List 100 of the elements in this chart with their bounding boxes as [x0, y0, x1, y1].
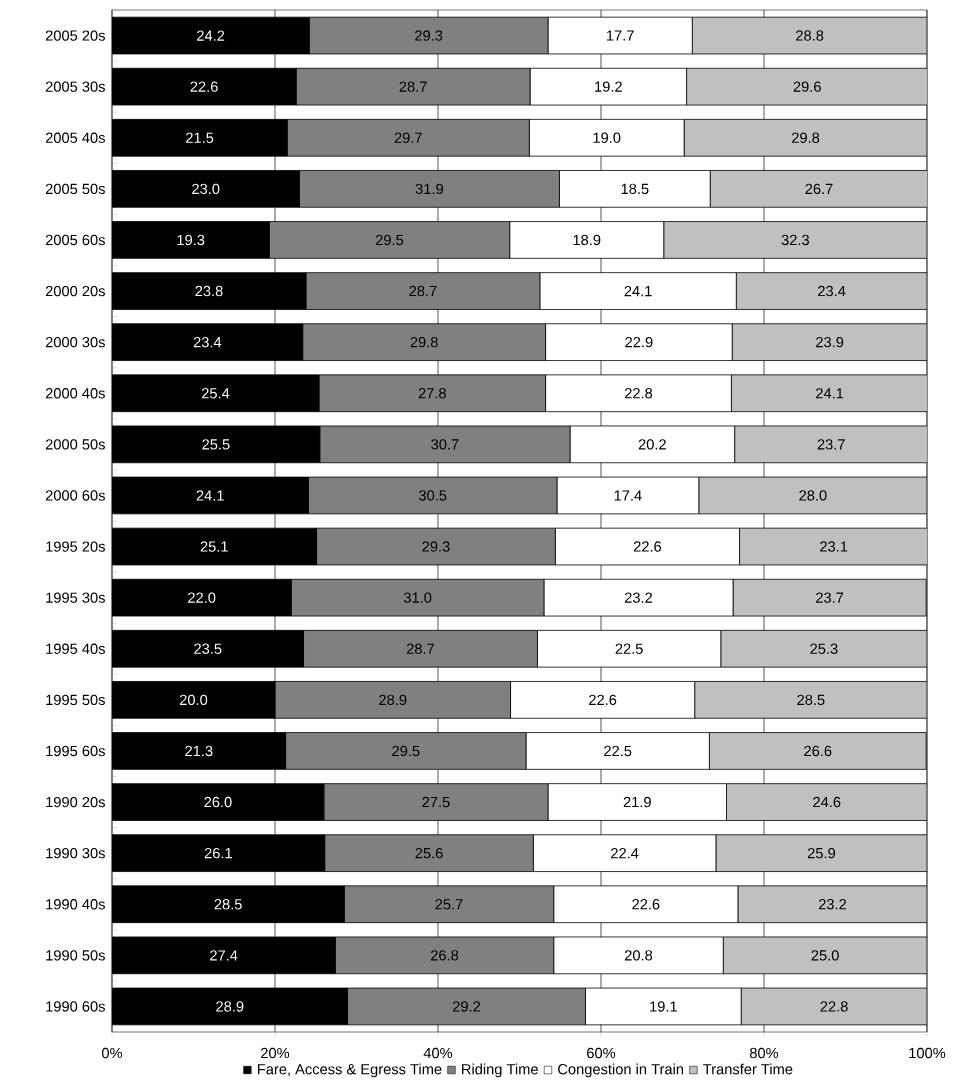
data-label: 24.6 — [813, 796, 841, 808]
data-label: 26.1 — [204, 847, 232, 859]
data-label: 23.1 — [820, 541, 848, 552]
data-label: 23.2 — [818, 899, 846, 910]
data-label: 22.9 — [625, 336, 653, 348]
data-label: 23.7 — [816, 592, 844, 603]
data-label: 28.7 — [406, 643, 435, 654]
data-label: 20.0 — [179, 694, 208, 706]
bar — [683, 118, 927, 157]
data-label: 26.0 — [204, 796, 232, 808]
data-label: 29.8 — [410, 336, 438, 348]
bar — [708, 732, 927, 770]
data-label: 17.7 — [606, 30, 634, 41]
data-label: 19.3 — [177, 234, 205, 246]
data-label: 23.7 — [817, 439, 845, 450]
data-label: 18.5 — [621, 183, 649, 195]
bar — [740, 987, 927, 1026]
data-label: 31.0 — [403, 592, 432, 603]
x-tick-label: 60% — [587, 1047, 616, 1059]
data-label: 28.8 — [796, 30, 824, 41]
data-label: 24.1 — [816, 388, 844, 399]
data-label: 25.3 — [810, 643, 838, 654]
data-label: 27.5 — [422, 796, 450, 808]
data-label: 22.4 — [611, 848, 639, 859]
bar — [735, 272, 927, 310]
data-label: 29.8 — [792, 132, 820, 143]
bar — [720, 629, 927, 668]
x-tick-label: 20% — [261, 1047, 290, 1059]
data-label: 26.7 — [805, 183, 833, 195]
x-tick-label: 80% — [749, 1047, 779, 1059]
y-tick-label: 2000 30s — [45, 336, 105, 348]
data-label: 29.3 — [415, 30, 443, 41]
data-label: 25.4 — [201, 388, 230, 399]
data-label: 21.5 — [186, 132, 214, 143]
data-label: 22.0 — [188, 592, 216, 603]
bar — [694, 681, 927, 719]
data-label: 19.1 — [650, 1001, 677, 1012]
data-label: 24.1 — [624, 285, 652, 297]
legend-label: Fare, Access & Egress Time — [258, 1063, 442, 1078]
legend-label: Riding Time — [462, 1063, 538, 1078]
y-tick-label: 2005 50s — [45, 183, 105, 195]
bar — [691, 16, 927, 55]
data-label: 22.8 — [624, 388, 653, 399]
bar — [737, 885, 927, 924]
y-tick-label: 1995 20s — [46, 541, 105, 552]
y-tick-label: 1995 50s — [46, 694, 105, 706]
data-label: 23.4 — [818, 285, 846, 297]
bar — [739, 527, 927, 566]
data-label: 29.5 — [375, 234, 404, 246]
legend-label: Transfer Time — [703, 1063, 793, 1075]
y-tick-label: 2000 50s — [45, 439, 105, 450]
data-label: 20.8 — [624, 950, 653, 961]
bar — [731, 323, 927, 361]
bar — [722, 936, 927, 975]
y-tick-label: 2005 60s — [45, 234, 105, 246]
data-label: 19.2 — [595, 81, 622, 92]
data-label: 23.2 — [624, 592, 653, 603]
data-label: 21.3 — [185, 745, 213, 757]
data-label: 22.5 — [615, 643, 643, 654]
data-label: 22.6 — [589, 694, 617, 706]
y-tick-label: 1990 20s — [46, 796, 105, 808]
bar — [726, 783, 927, 821]
bar — [663, 221, 927, 259]
x-tick-label: 100% — [909, 1047, 946, 1059]
bar — [734, 425, 927, 464]
data-label: 25.1 — [200, 541, 228, 552]
data-label: 28.5 — [797, 694, 825, 706]
bar — [709, 170, 927, 208]
y-tick-label: 1990 30s — [46, 847, 105, 859]
y-tick-label: 2005 20s — [45, 30, 105, 41]
data-label: 23.5 — [194, 643, 222, 654]
y-tick-label: 2000 40s — [45, 388, 105, 399]
data-label: 31.9 — [415, 183, 444, 195]
data-label: 28.7 — [399, 81, 427, 92]
data-label: 22.6 — [633, 541, 662, 552]
y-tick-label: 1995 60s — [46, 745, 105, 757]
data-label: 25.5 — [202, 439, 230, 450]
data-label: 32.3 — [781, 234, 809, 246]
bar — [686, 67, 927, 106]
bar — [715, 834, 927, 872]
data-label: 29.2 — [452, 1001, 481, 1012]
data-label: 26.8 — [430, 950, 459, 961]
data-label: 22.6 — [632, 899, 660, 910]
data-label: 25.6 — [415, 847, 443, 859]
data-label: 28.9 — [379, 694, 407, 706]
data-label: 23.4 — [193, 336, 222, 348]
data-label: 23.0 — [192, 183, 220, 195]
data-label: 18.9 — [573, 234, 601, 246]
data-label: 30.7 — [431, 439, 459, 450]
data-label: 25.9 — [807, 847, 836, 859]
data-label: 29.5 — [392, 745, 420, 757]
data-label: 28.9 — [216, 1001, 244, 1012]
data-label: 27.8 — [418, 388, 446, 399]
data-label: 28.7 — [409, 285, 437, 297]
data-label: 25.0 — [811, 950, 839, 961]
data-label: 26.6 — [804, 745, 832, 757]
x-tick-label: 40% — [423, 1047, 453, 1059]
y-tick-label: 1995 30s — [46, 592, 105, 603]
y-tick-label: 2000 60s — [45, 490, 105, 501]
data-label: 23.9 — [816, 336, 844, 348]
